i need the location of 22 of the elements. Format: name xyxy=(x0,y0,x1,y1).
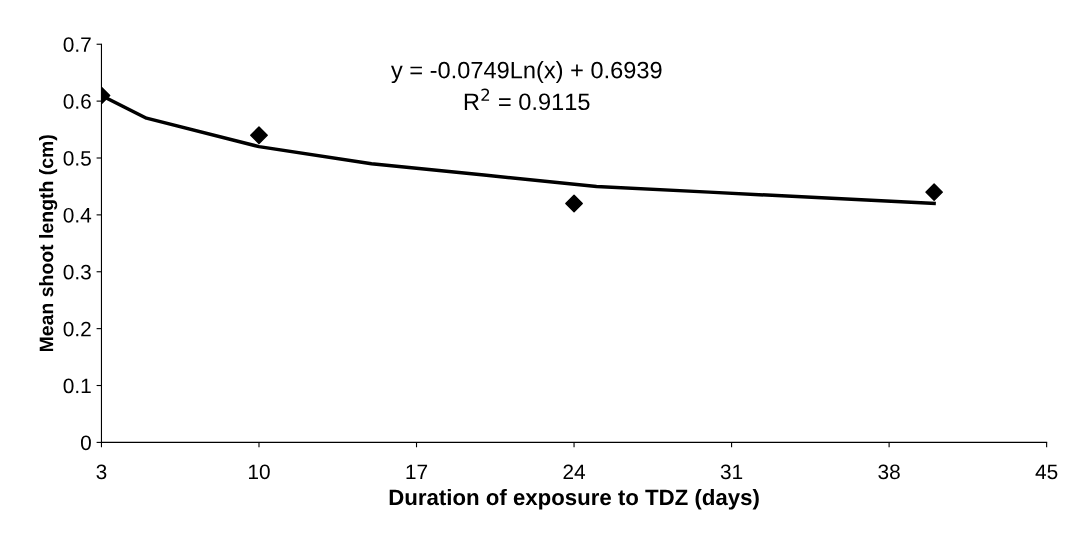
x-tick-label: 10 xyxy=(248,464,270,480)
x-tick-label: 24 xyxy=(563,464,586,480)
point xyxy=(565,194,583,213)
point xyxy=(925,183,944,202)
y-tick-label: 0.3 xyxy=(63,264,91,280)
y-tick-label: 0.1 xyxy=(63,378,91,394)
y-tick-label: 0.5 xyxy=(63,151,91,166)
x-tick-label: 38 xyxy=(878,464,900,480)
x-tick-label: 45 xyxy=(1035,464,1058,480)
annotation: y = -0.0749Ln(x) + 0.6939 xyxy=(391,61,662,84)
y-tick-label: 0.7 xyxy=(63,37,91,52)
point xyxy=(250,126,268,145)
y-tick-label: 0.6 xyxy=(63,94,91,109)
annotation: R$^{2}$ = 0.9115 xyxy=(464,88,590,111)
y-axis-title: Mean shoot length (cm) xyxy=(39,135,58,352)
y-tick-label: 0 xyxy=(80,435,91,451)
y-tick-label: 0.2 xyxy=(63,321,91,337)
x-tick-label: 17 xyxy=(406,464,428,480)
y-tick-label: 0.4 xyxy=(63,207,92,223)
x-axis-title: Duration of exposure to TDZ (days) xyxy=(389,488,759,510)
x-tick-label: 3 xyxy=(96,464,107,480)
x-tick-label: 31 xyxy=(720,464,743,480)
